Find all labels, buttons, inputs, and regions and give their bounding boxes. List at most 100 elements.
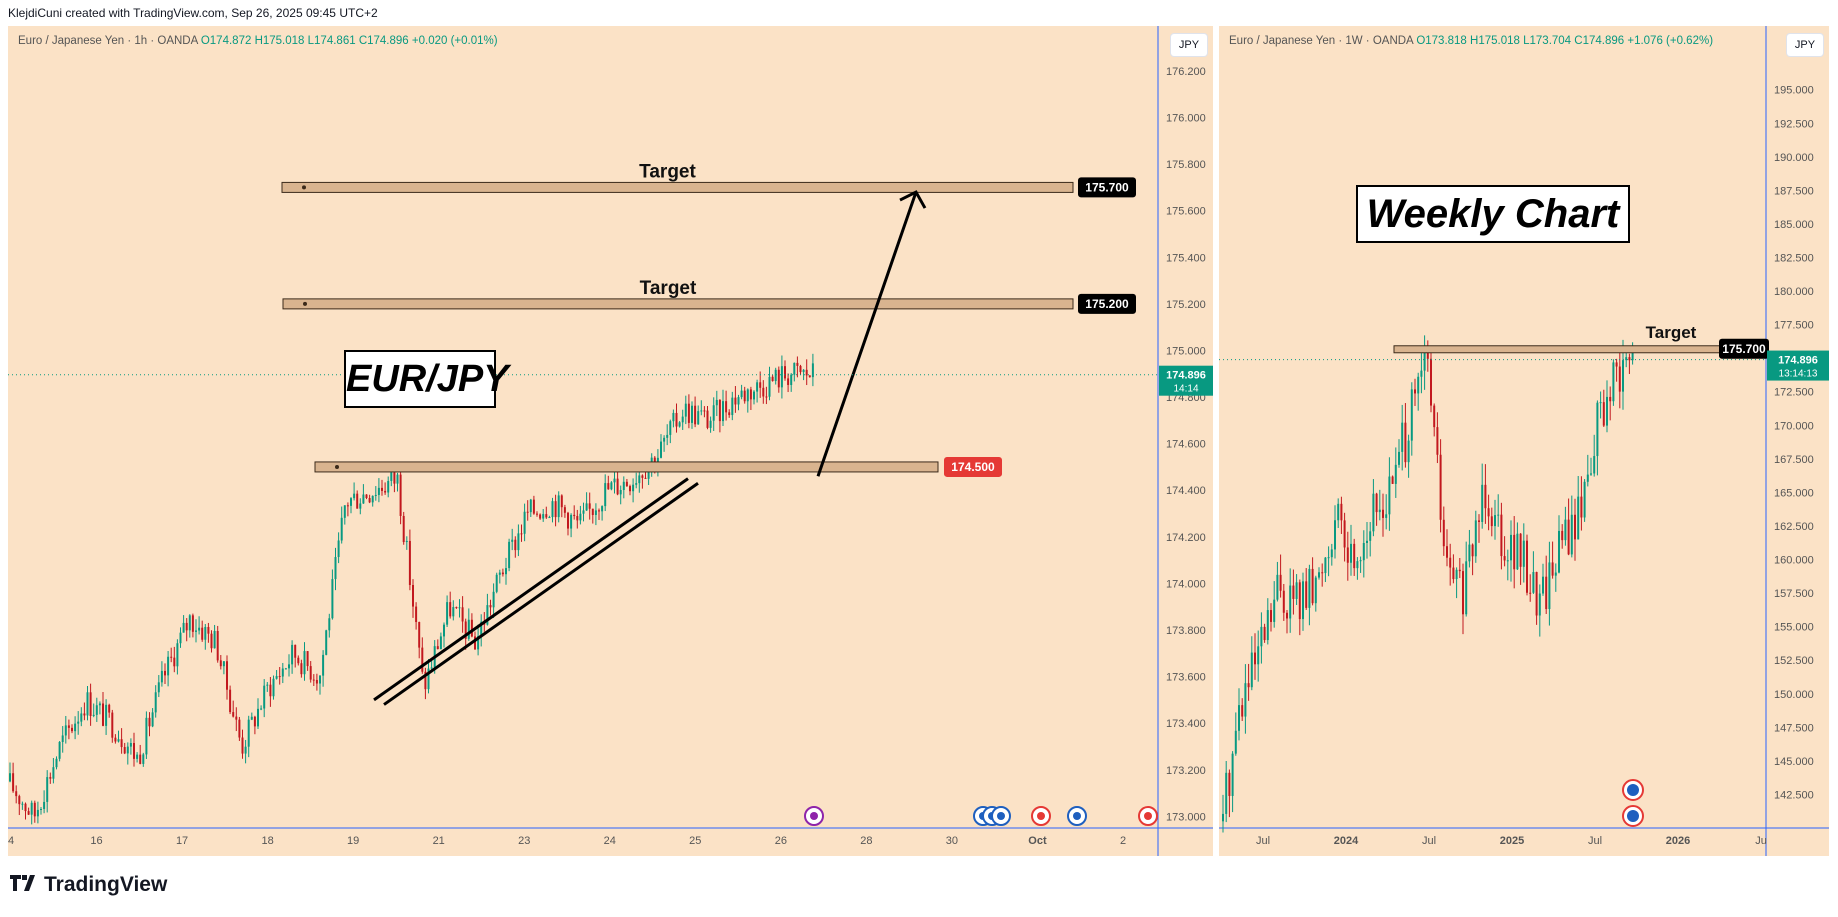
symbol-name: Euro / Japanese Yen · 1h · OANDA [18,35,198,47]
candle-body [288,664,290,669]
candle-body [1308,568,1311,608]
candle-body [1452,567,1455,580]
candle-body [43,801,46,810]
candle-body [439,636,442,650]
candle-body [250,716,253,720]
time-tick-label: 4 [8,835,14,847]
candle-body [520,533,523,535]
candle-body [1586,474,1589,482]
target-zone [314,461,939,473]
candle-body [737,397,740,405]
candle-body [1516,533,1519,570]
time-tick-label: 25 [689,835,701,847]
candle-body [1599,402,1602,404]
candle-body [718,399,721,422]
candle-body [647,466,650,479]
candle-body [1497,514,1500,516]
candle-body [30,802,33,815]
candle-body [340,517,343,541]
candle-body [616,478,619,495]
candle-body [1570,514,1573,555]
candle-body [1625,357,1628,361]
candle-body [1407,440,1410,463]
candle-body [322,654,325,676]
time-tick-label: Ju [1755,835,1767,847]
candle-body [275,676,278,679]
candle-body [1481,484,1484,522]
candle-body [458,607,461,609]
weekly-chart-canvas[interactable]: 142.500 145.000 147.500 150.000 152.500 155.0… [1219,26,1829,856]
candle-body [746,389,749,402]
candle-body [1289,585,1292,619]
candle-body [1615,362,1618,367]
last-price-label: 174.896 [1778,355,1818,367]
candle-body [1433,405,1436,428]
chart-pane-weekly[interactable]: 142.500 145.000 147.500 150.000 152.500 155.0… [1219,26,1829,856]
chart-pane-hourly[interactable]: 173.000 173.200 173.400 173.600 173.800 174.0… [8,26,1213,856]
candle-body [334,557,337,580]
candle-body [331,579,334,619]
candle-body [489,605,492,608]
time-tick-label: 2026 [1666,835,1690,847]
time-tick-label: 21 [433,835,445,847]
candle-body [281,668,284,677]
candle-body [204,626,207,640]
candle-body [1596,402,1599,457]
time-tick-label: 30 [946,835,958,847]
price-tick-label: 174.600 [1166,439,1206,451]
level-price-badge [1078,177,1136,198]
candle-body [399,474,402,516]
candle-body [133,743,135,759]
time-tick-label: Jul [1256,835,1270,847]
candle-body [1266,610,1269,641]
candle-body [632,484,635,492]
candle-body [1302,581,1304,620]
candle-body [607,483,610,490]
candle-body [1276,574,1279,600]
candle-body [452,607,455,617]
candle-body [402,515,405,543]
candle-body [576,516,579,521]
candle-body [359,503,362,509]
currency-button[interactable]: JPY [1787,34,1823,56]
candle-body [77,721,80,724]
price-tick-label: 152.500 [1774,655,1814,667]
time-tick-label: 23 [518,835,530,847]
candle-body [625,481,628,487]
currency-button[interactable]: JPY [1171,34,1207,56]
candle-body [1535,572,1538,616]
candle-body [1350,543,1352,563]
candle-body [294,644,297,658]
candle-body [160,670,163,683]
candle-body [1567,519,1570,555]
price-tick-label: 160.000 [1774,555,1814,567]
candle-body [12,773,15,792]
candle-body [229,689,232,713]
candle-body [1577,496,1580,540]
candle-body [1234,730,1237,754]
candle-body [638,475,641,484]
candle-body [415,606,418,623]
candle-body [315,679,318,684]
candle-body [678,422,681,427]
candle-body [27,811,30,815]
level-price-label: 174.500 [951,460,995,474]
time-tick-label: 24 [604,835,616,847]
chart-credit: KlejdiCuni created with TradingView.com,… [8,6,378,20]
time-tick-label: 16 [90,835,102,847]
candle-body [672,412,675,422]
candle-body [563,507,566,513]
candle-body [1558,530,1560,573]
hourly-chart-canvas[interactable]: 173.000 173.200 173.400 173.600 173.800 174.0… [8,26,1213,856]
candle-body [1548,562,1551,610]
candle-body [1250,652,1253,688]
symbol-name: Euro / Japanese Yen · 1W · OANDA [1229,35,1414,47]
candle-body [120,739,123,748]
candle-body [139,754,142,764]
candle-body [1254,652,1256,665]
candle-body [198,627,201,631]
candle-body [1487,508,1490,517]
candle-body [762,387,765,397]
candle-body [216,631,219,661]
price-tick-label: 162.500 [1774,521,1814,533]
